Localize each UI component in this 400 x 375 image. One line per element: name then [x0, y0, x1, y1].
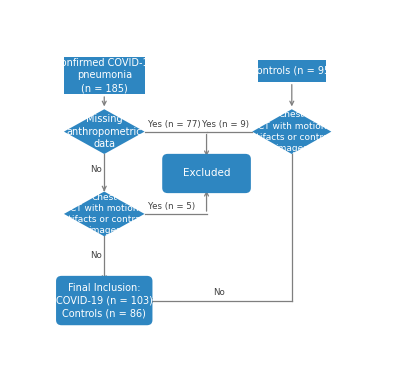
Text: Controls (n = 95): Controls (n = 95) [250, 66, 334, 76]
Text: Final Inclusion:
COVID-19 (n = 103)
Controls (n = 86): Final Inclusion: COVID-19 (n = 103) Cont… [56, 283, 153, 318]
Text: Chest
CT with motion
artifacts or contrast
images: Chest CT with motion artifacts or contra… [247, 111, 337, 153]
Text: No: No [214, 288, 225, 297]
Text: No: No [90, 165, 102, 174]
Polygon shape [252, 109, 331, 154]
Polygon shape [64, 192, 144, 236]
FancyBboxPatch shape [56, 276, 152, 325]
Text: Excluded: Excluded [183, 168, 230, 178]
FancyBboxPatch shape [162, 154, 251, 193]
Text: Chest
CT with motion
artifacts or contrast
images: Chest CT with motion artifacts or contra… [59, 193, 149, 235]
Text: Missing
anthropometric
data: Missing anthropometric data [66, 114, 142, 149]
Text: Yes (n = 77): Yes (n = 77) [148, 120, 200, 129]
Text: No: No [90, 251, 102, 260]
FancyBboxPatch shape [258, 60, 326, 82]
Text: Yes (n = 5): Yes (n = 5) [148, 202, 195, 211]
Text: Confirmed COVID-19
pneumonia
(n = 185): Confirmed COVID-19 pneumonia (n = 185) [54, 57, 155, 93]
FancyBboxPatch shape [64, 57, 144, 94]
Text: Yes (n = 9): Yes (n = 9) [202, 120, 249, 129]
Polygon shape [64, 109, 144, 154]
